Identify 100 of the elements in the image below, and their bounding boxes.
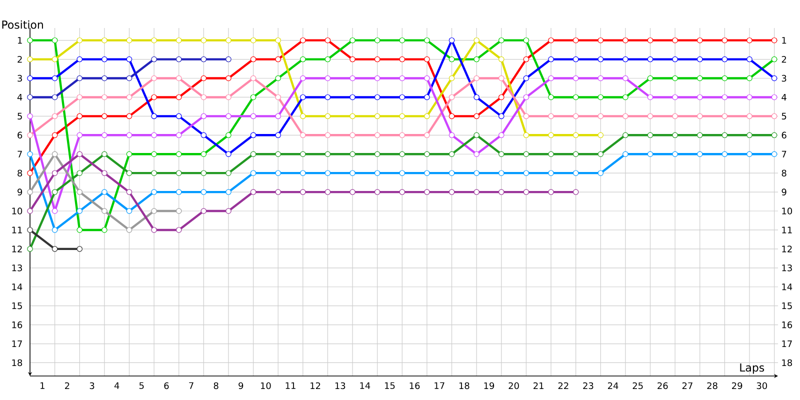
point bbox=[424, 94, 430, 100]
point bbox=[52, 227, 58, 233]
point bbox=[52, 37, 58, 44]
x-axis-title: Laps bbox=[740, 364, 764, 374]
point bbox=[226, 37, 232, 44]
point bbox=[126, 113, 132, 120]
point bbox=[52, 189, 58, 195]
y2-tick-label: 4 bbox=[782, 94, 786, 100]
point bbox=[474, 189, 480, 195]
point bbox=[102, 189, 108, 195]
point bbox=[572, 37, 579, 44]
point bbox=[27, 151, 33, 158]
x-tick-label: 13 bbox=[335, 382, 346, 390]
x-tick-label: 10 bbox=[260, 382, 271, 390]
point bbox=[696, 56, 703, 62]
point bbox=[27, 75, 33, 82]
y2-tick-label: 8 bbox=[782, 170, 786, 176]
point bbox=[474, 56, 480, 62]
point bbox=[76, 189, 83, 195]
point bbox=[424, 113, 430, 120]
point bbox=[498, 151, 504, 158]
point bbox=[399, 75, 406, 82]
point bbox=[226, 170, 232, 176]
point bbox=[151, 151, 157, 158]
point bbox=[300, 151, 306, 158]
point bbox=[399, 37, 406, 44]
point bbox=[746, 132, 752, 138]
point bbox=[324, 151, 331, 158]
point bbox=[572, 75, 579, 82]
point bbox=[176, 94, 182, 100]
y-tick-label: 17 bbox=[12, 340, 22, 348]
point bbox=[275, 132, 281, 138]
point bbox=[647, 113, 654, 120]
point bbox=[498, 113, 504, 120]
point bbox=[126, 208, 132, 214]
point bbox=[523, 170, 530, 176]
point bbox=[572, 56, 579, 62]
y-tick-label: 15 bbox=[12, 302, 22, 310]
point bbox=[350, 56, 356, 62]
x-tick-label: 21 bbox=[534, 382, 544, 389]
point bbox=[722, 56, 728, 62]
point bbox=[647, 132, 654, 138]
y2-tick-label: 12 bbox=[782, 246, 792, 252]
point bbox=[374, 113, 380, 120]
point bbox=[52, 170, 58, 176]
point bbox=[622, 132, 628, 138]
point bbox=[424, 132, 430, 138]
point bbox=[523, 113, 530, 120]
point bbox=[52, 113, 58, 120]
point bbox=[598, 37, 604, 44]
point bbox=[598, 132, 604, 138]
point bbox=[52, 56, 58, 62]
point bbox=[126, 75, 132, 82]
point bbox=[474, 170, 480, 176]
point bbox=[572, 94, 579, 100]
point bbox=[176, 37, 182, 44]
y-tick-label: 18 bbox=[12, 359, 22, 366]
point bbox=[151, 189, 157, 195]
x-tick-label: 7 bbox=[189, 382, 194, 389]
point bbox=[27, 246, 33, 252]
point bbox=[523, 56, 530, 62]
point bbox=[324, 37, 331, 44]
point bbox=[548, 113, 554, 120]
point bbox=[448, 37, 455, 44]
point bbox=[27, 170, 33, 176]
point bbox=[424, 151, 430, 158]
point bbox=[746, 113, 752, 120]
x-tick-label: 23 bbox=[583, 382, 594, 390]
point bbox=[324, 56, 331, 62]
point bbox=[27, 37, 33, 44]
point bbox=[52, 208, 58, 214]
point bbox=[771, 151, 778, 158]
point bbox=[399, 132, 406, 138]
point bbox=[647, 37, 654, 44]
point bbox=[424, 75, 430, 82]
y-tick-label: 1 bbox=[18, 37, 22, 44]
point bbox=[275, 113, 281, 120]
point bbox=[102, 56, 108, 62]
point bbox=[498, 75, 504, 82]
point bbox=[200, 151, 207, 158]
point bbox=[27, 208, 33, 214]
point bbox=[474, 151, 480, 158]
point bbox=[474, 113, 480, 120]
point bbox=[126, 189, 132, 195]
point bbox=[176, 151, 182, 158]
point bbox=[399, 94, 406, 100]
point bbox=[672, 75, 678, 82]
point bbox=[151, 170, 157, 176]
point bbox=[176, 132, 182, 138]
point bbox=[448, 75, 455, 82]
y-tick-label: 16 bbox=[12, 321, 22, 328]
y2-tick-label: 17 bbox=[782, 340, 792, 348]
point bbox=[548, 56, 554, 62]
point bbox=[572, 113, 579, 120]
point bbox=[746, 56, 752, 62]
y2-tick-label: 14 bbox=[782, 284, 792, 290]
x-tick-label: 6 bbox=[164, 382, 169, 390]
point bbox=[448, 56, 455, 62]
point bbox=[300, 94, 306, 100]
point bbox=[696, 151, 703, 158]
